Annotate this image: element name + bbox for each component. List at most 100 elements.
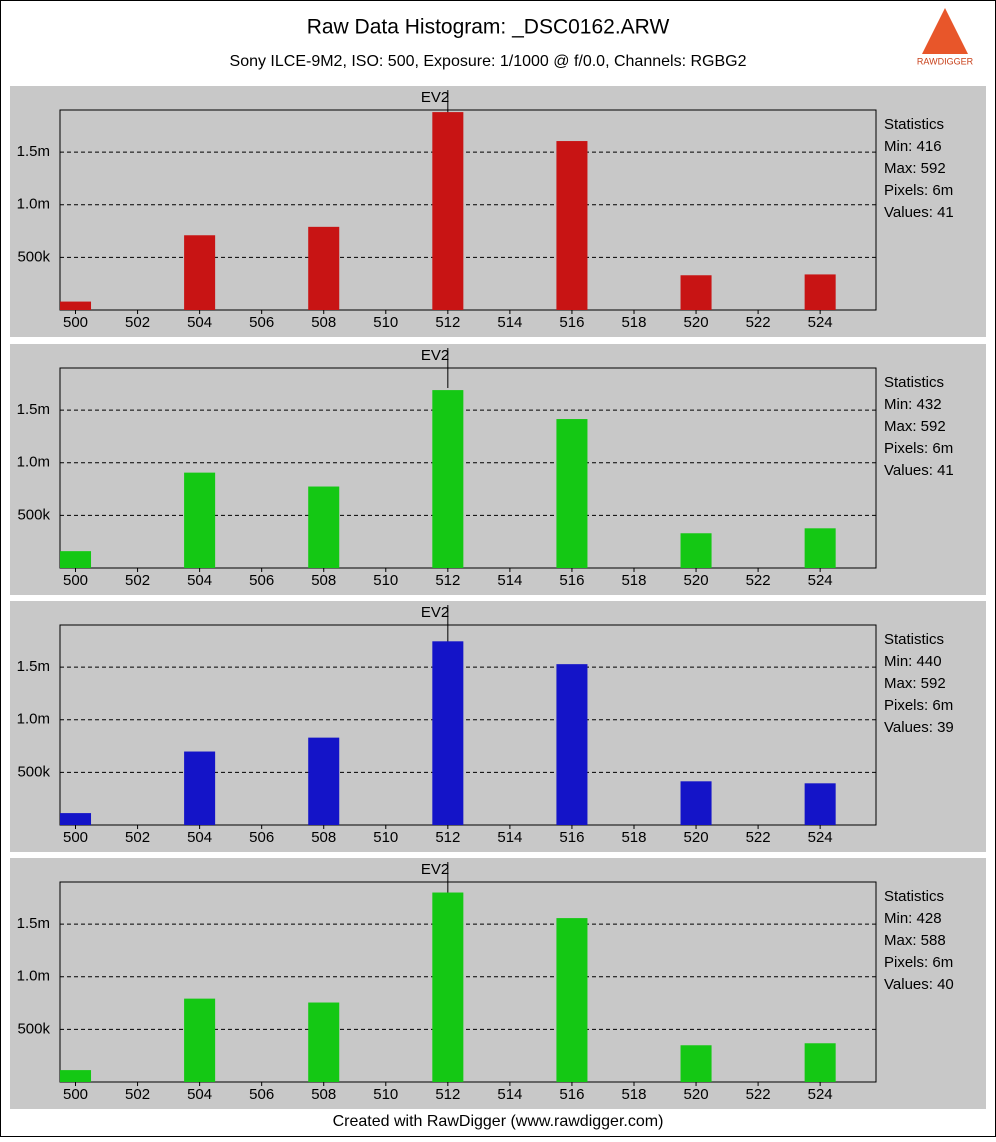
chart-title: EV2 — [421, 89, 449, 106]
stats-title: Statistics — [884, 374, 944, 391]
x-tick-label: 512 — [435, 1086, 460, 1103]
x-tick-label: 518 — [621, 1086, 646, 1103]
x-tick-label: 518 — [621, 572, 646, 589]
bar — [432, 641, 464, 825]
y-tick-label: 500k — [17, 248, 50, 265]
x-tick-label: 504 — [187, 572, 212, 589]
bar — [184, 998, 216, 1082]
x-tick-label: 524 — [808, 572, 833, 589]
x-tick-label: 524 — [808, 1086, 833, 1103]
bar — [556, 141, 588, 310]
x-tick-label: 508 — [311, 1086, 336, 1103]
x-tick-label: 508 — [311, 829, 336, 846]
bar — [308, 1002, 340, 1082]
x-tick-label: 520 — [684, 1086, 709, 1103]
stats-line: Pixels: 6m — [884, 182, 953, 199]
stats-line: Min: 416 — [884, 138, 942, 155]
stats-line: Values: 39 — [884, 719, 954, 736]
x-tick-label: 512 — [435, 572, 460, 589]
bar — [556, 419, 588, 568]
x-tick-label: 502 — [125, 1086, 150, 1103]
x-tick-label: 502 — [125, 314, 150, 331]
y-tick-label: 1.0m — [17, 968, 50, 985]
y-tick-label: 500k — [17, 506, 50, 523]
stats-title: Statistics — [884, 631, 944, 648]
x-tick-label: 506 — [249, 1086, 274, 1103]
x-tick-label: 516 — [559, 572, 584, 589]
stats-line: Max: 592 — [884, 160, 946, 177]
bar — [804, 528, 836, 568]
bar — [804, 274, 836, 310]
bar — [60, 551, 92, 568]
x-tick-label: 524 — [808, 314, 833, 331]
bar — [680, 1045, 712, 1082]
x-tick-label: 500 — [63, 829, 88, 846]
x-tick-label: 516 — [559, 314, 584, 331]
stats-line: Values: 41 — [884, 462, 954, 479]
plot-area — [59, 881, 877, 1083]
bar — [680, 533, 712, 568]
x-tick-label: 500 — [63, 314, 88, 331]
x-tick-label: 504 — [187, 1086, 212, 1103]
bar — [680, 275, 712, 310]
y-tick-label: 1.5m — [17, 658, 50, 675]
x-tick-label: 522 — [746, 572, 771, 589]
stats-line: Values: 41 — [884, 204, 954, 221]
stats-line: Pixels: 6m — [884, 440, 953, 457]
x-tick-label: 522 — [746, 829, 771, 846]
x-tick-label: 518 — [621, 829, 646, 846]
y-tick-label: 1.5m — [17, 915, 50, 932]
y-tick-label: 1.0m — [17, 196, 50, 213]
bar — [184, 472, 216, 568]
stats-line: Min: 428 — [884, 910, 942, 927]
y-tick-label: 1.5m — [17, 401, 50, 418]
x-tick-label: 506 — [249, 314, 274, 331]
y-tick-label: 500k — [17, 1020, 50, 1037]
stats-line: Pixels: 6m — [884, 697, 953, 714]
logo-text: RAWDIGGER — [917, 56, 974, 66]
bar — [308, 226, 340, 310]
x-tick-label: 510 — [373, 829, 398, 846]
x-tick-label: 500 — [63, 572, 88, 589]
bar — [432, 892, 464, 1082]
bar — [432, 112, 464, 311]
x-tick-label: 504 — [187, 314, 212, 331]
x-tick-label: 508 — [311, 314, 336, 331]
stats-line: Max: 592 — [884, 418, 946, 435]
x-tick-label: 516 — [559, 1086, 584, 1103]
y-tick-label: 1.5m — [17, 143, 50, 160]
bar — [308, 737, 340, 825]
x-tick-label: 520 — [684, 829, 709, 846]
bar — [308, 486, 340, 568]
bar — [184, 235, 216, 310]
x-tick-label: 506 — [249, 829, 274, 846]
bar — [804, 1043, 836, 1082]
bar — [556, 664, 588, 825]
x-tick-label: 514 — [497, 314, 522, 331]
y-tick-label: 1.0m — [17, 711, 50, 728]
x-tick-label: 506 — [249, 572, 274, 589]
y-tick-label: 500k — [17, 763, 50, 780]
y-tick-label: 1.0m — [17, 454, 50, 471]
x-tick-label: 518 — [621, 314, 646, 331]
bar — [680, 781, 712, 825]
stats-title: Statistics — [884, 116, 944, 133]
stats-line: Min: 440 — [884, 653, 942, 670]
x-tick-label: 508 — [311, 572, 336, 589]
chart-title: EV2 — [421, 347, 449, 364]
plot-area — [59, 367, 877, 569]
subtitle: Sony ILCE-9M2, ISO: 500, Exposure: 1/100… — [230, 53, 747, 70]
stats-line: Max: 588 — [884, 932, 946, 949]
stats-title: Statistics — [884, 888, 944, 905]
x-tick-label: 520 — [684, 572, 709, 589]
x-tick-label: 512 — [435, 829, 460, 846]
stats-line: Max: 592 — [884, 675, 946, 692]
chart-title: EV2 — [421, 604, 449, 621]
x-tick-label: 510 — [373, 314, 398, 331]
x-tick-label: 502 — [125, 829, 150, 846]
stats-line: Pixels: 6m — [884, 954, 953, 971]
title: Raw Data Histogram: _DSC0162.ARW — [307, 16, 670, 39]
stats-line: Values: 40 — [884, 976, 954, 993]
bar — [804, 783, 836, 825]
